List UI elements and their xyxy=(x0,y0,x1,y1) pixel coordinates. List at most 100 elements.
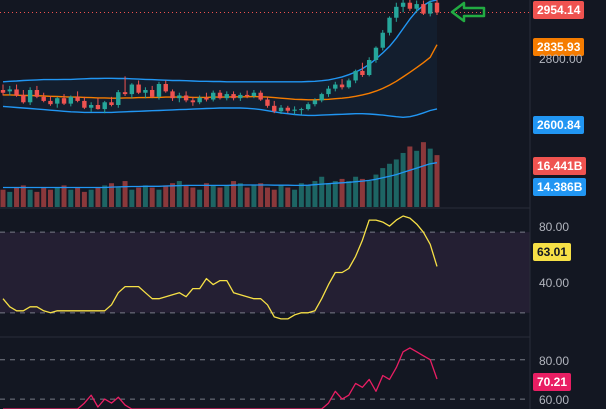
volume-bar xyxy=(373,174,379,207)
candle-body xyxy=(421,4,426,14)
candle-body xyxy=(129,84,135,95)
candle-body xyxy=(204,97,209,100)
candle xyxy=(299,107,304,115)
rsi-line xyxy=(2,215,438,320)
volume-bar xyxy=(420,142,426,207)
volume-bar xyxy=(68,189,74,207)
candle xyxy=(34,85,40,99)
candle-body xyxy=(156,84,162,97)
ma-value-tag: 2835.93 xyxy=(533,38,585,56)
candle-body xyxy=(0,90,6,93)
volume-bar xyxy=(305,185,311,207)
volume-bar xyxy=(353,176,359,207)
candle-body xyxy=(373,47,379,60)
candle xyxy=(211,90,216,102)
candle-body xyxy=(55,98,60,104)
candle xyxy=(197,95,202,105)
candle-body xyxy=(211,92,216,100)
candle-body xyxy=(34,90,40,97)
candle xyxy=(421,0,426,15)
volume-bar xyxy=(61,185,67,207)
candle xyxy=(27,87,33,105)
volume-bar xyxy=(298,183,304,207)
volume-ma-tag: 14.386B xyxy=(533,178,587,196)
volume-bar xyxy=(197,189,203,207)
volume-bar xyxy=(387,163,393,207)
volume-bar xyxy=(183,185,189,207)
candle xyxy=(136,80,141,95)
candle-body xyxy=(21,94,26,103)
arrow-left-icon xyxy=(450,1,486,23)
candle-body xyxy=(41,96,46,101)
candle-body xyxy=(299,109,304,111)
candle xyxy=(231,91,236,101)
candle-body xyxy=(48,100,53,105)
candle xyxy=(387,16,392,36)
candle-body xyxy=(68,96,74,104)
volume-bar xyxy=(366,181,372,207)
candle-body xyxy=(163,84,168,92)
volume-bar xyxy=(237,183,243,207)
momentum-tick-lower: 60.00 xyxy=(539,393,570,407)
momentum-tick-upper: 80.00 xyxy=(539,354,570,368)
volume-bar xyxy=(359,178,365,207)
volume-bar xyxy=(0,189,6,207)
candle-body xyxy=(14,89,19,96)
volume-bar xyxy=(414,150,420,207)
candle xyxy=(48,96,53,106)
candle-body xyxy=(305,104,311,110)
candle-body xyxy=(244,94,250,96)
candle xyxy=(414,0,419,13)
candle-body xyxy=(251,92,257,96)
volume-bar xyxy=(54,187,60,207)
candle xyxy=(319,92,324,103)
candle-body xyxy=(231,94,236,99)
candle-body xyxy=(272,105,277,112)
candle xyxy=(366,57,372,77)
momentum-pane[interactable] xyxy=(0,347,530,409)
volume-bar xyxy=(14,187,20,207)
candle xyxy=(55,96,60,108)
candle-body xyxy=(258,92,263,100)
volume-bar xyxy=(264,187,270,207)
volume-bar xyxy=(203,183,209,207)
candle xyxy=(204,92,209,102)
candle-body xyxy=(346,80,352,88)
candle xyxy=(0,84,6,96)
rsi-pane[interactable] xyxy=(0,215,530,320)
candle-body xyxy=(82,100,87,108)
volume-value-tag: 16.441B xyxy=(533,157,587,175)
candle-body xyxy=(428,2,433,14)
candle-body xyxy=(353,70,358,81)
candle-body xyxy=(109,102,114,105)
volume-bar xyxy=(109,183,114,207)
candle-body xyxy=(61,98,67,104)
candle xyxy=(285,105,291,114)
candle xyxy=(434,0,440,15)
volume-bar xyxy=(129,189,135,207)
candle xyxy=(170,89,175,101)
candle-body xyxy=(197,97,202,103)
price-pane[interactable] xyxy=(0,0,532,119)
candle-body xyxy=(183,95,189,101)
volume-bar xyxy=(271,189,277,207)
candle-body xyxy=(88,105,94,108)
volume-pane[interactable] xyxy=(0,142,440,207)
candle-body xyxy=(27,90,33,103)
candle-body xyxy=(380,32,385,48)
candle-body xyxy=(95,105,101,110)
volume-bar xyxy=(34,191,40,207)
candle xyxy=(244,90,250,99)
volume-bar xyxy=(400,152,406,207)
candle-body xyxy=(366,60,372,75)
candle xyxy=(68,95,74,107)
volume-bar xyxy=(136,187,142,207)
volume-bar xyxy=(251,185,257,207)
candle-body xyxy=(7,89,12,92)
candle-body xyxy=(434,2,440,13)
pane-separators[interactable] xyxy=(0,0,531,409)
lower-band-tag: 2600.84 xyxy=(533,116,585,134)
candle-body xyxy=(177,95,182,99)
candle xyxy=(333,81,338,92)
